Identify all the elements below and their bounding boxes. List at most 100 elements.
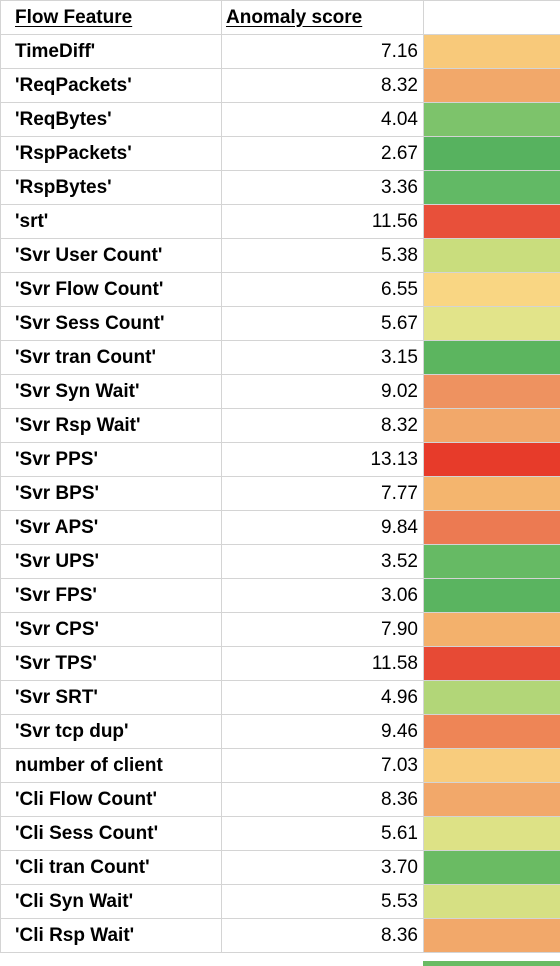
heatmap-color-cell[interactable] (423, 408, 560, 443)
anomaly-score-cell[interactable]: 7.03 (221, 748, 424, 783)
heatmap-color-cell[interactable] (423, 68, 560, 103)
flow-feature-cell[interactable]: 'Cli Syn Wait' (0, 884, 222, 919)
table-row: 'RspBytes' 3.36 (0, 170, 560, 205)
heatmap-color-cell[interactable] (423, 374, 560, 409)
anomaly-score-cell[interactable]: 11.58 (221, 646, 424, 681)
flow-feature-cell[interactable]: 'RspBytes' (0, 170, 222, 205)
heatmap-color-cell[interactable] (423, 238, 560, 273)
flow-feature-cell[interactable]: TimeDiff' (0, 34, 222, 69)
anomaly-score-cell[interactable]: 3.15 (221, 340, 424, 375)
flow-feature-cell[interactable]: number of client (0, 748, 222, 783)
anomaly-score-cell[interactable]: 3.36 (221, 170, 424, 205)
table-row: number of client 7.03 (0, 748, 560, 783)
anomaly-score-cell[interactable]: 5.53 (221, 884, 424, 919)
heatmap-color-cell[interactable] (423, 170, 560, 205)
anomaly-score-cell[interactable]: 4.96 (221, 680, 424, 715)
table-row: 'RspPackets' 2.67 (0, 136, 560, 171)
heatmap-color-cell[interactable] (423, 714, 560, 749)
heatmap-color-cell[interactable] (423, 782, 560, 817)
heatmap-color-cell[interactable] (423, 578, 560, 613)
anomaly-score-cell[interactable]: 3.06 (221, 578, 424, 613)
heatmap-color-cell[interactable] (423, 204, 560, 239)
heatmap-color-cell[interactable] (423, 442, 560, 477)
anomaly-score-cell[interactable]: 9.46 (221, 714, 424, 749)
anomaly-score-cell[interactable]: 9.84 (221, 510, 424, 545)
flow-feature-cell[interactable]: 'Svr tcp dup' (0, 714, 222, 749)
header-flow-feature[interactable]: Flow Feature (0, 0, 222, 35)
header-anomaly-score[interactable]: Anomaly score (221, 0, 424, 35)
flow-feature-cell[interactable]: 'Svr SRT' (0, 680, 222, 715)
anomaly-score-cell[interactable]: 7.90 (221, 612, 424, 647)
table-row: 'Cli Syn Wait' 5.53 (0, 884, 560, 919)
table-row: 'Svr User Count' 5.38 (0, 238, 560, 273)
heatmap-color-cell[interactable] (423, 102, 560, 137)
heatmap-color-cell[interactable] (423, 680, 560, 715)
flow-feature-cell[interactable]: 'ReqBytes' (0, 102, 222, 137)
flow-feature-cell[interactable]: 'Svr UPS' (0, 544, 222, 579)
heatmap-color-cell[interactable] (423, 884, 560, 919)
anomaly-score-cell[interactable]: 3.70 (221, 850, 424, 885)
flow-feature-cell[interactable]: 'Cli Rsp Wait' (0, 918, 222, 953)
flow-feature-cell[interactable]: 'Cli Flow Count' (0, 782, 222, 817)
anomaly-score-cell[interactable]: 6.55 (221, 272, 424, 307)
heatmap-color-cell[interactable] (423, 646, 560, 681)
table-row: 'Cli Rsp Wait' 8.36 (0, 918, 560, 953)
flow-feature-cell[interactable]: 'srt' (0, 204, 222, 239)
partial-row-color-strip (0, 961, 560, 966)
flow-feature-cell[interactable]: 'Svr User Count' (0, 238, 222, 273)
anomaly-score-cell[interactable]: 7.77 (221, 476, 424, 511)
heatmap-color-cell[interactable] (423, 272, 560, 307)
flow-feature-cell[interactable]: 'Svr BPS' (0, 476, 222, 511)
flow-feature-cell[interactable]: 'Svr Sess Count' (0, 306, 222, 341)
heatmap-color-cell[interactable] (423, 748, 560, 783)
anomaly-score-cell[interactable]: 3.52 (221, 544, 424, 579)
table-row: 'Cli tran Count' 3.70 (0, 850, 560, 885)
heatmap-color-cell[interactable] (423, 918, 560, 953)
anomaly-score-cell[interactable]: 5.38 (221, 238, 424, 273)
flow-feature-cell[interactable]: 'Svr CPS' (0, 612, 222, 647)
heatmap-color-cell[interactable] (423, 306, 560, 341)
anomaly-score-cell[interactable]: 8.32 (221, 68, 424, 103)
table-row: 'Svr tran Count' 3.15 (0, 340, 560, 375)
flow-feature-cell[interactable]: 'RspPackets' (0, 136, 222, 171)
heatmap-color-cell[interactable] (423, 476, 560, 511)
anomaly-score-cell[interactable]: 2.67 (221, 136, 424, 171)
table-row: 'Svr CPS' 7.90 (0, 612, 560, 647)
flow-feature-cell[interactable]: 'Svr tran Count' (0, 340, 222, 375)
heatmap-color-cell[interactable] (423, 850, 560, 885)
header-color-cell[interactable] (423, 0, 560, 35)
heatmap-color-cell[interactable] (423, 612, 560, 647)
anomaly-score-cell[interactable]: 9.02 (221, 374, 424, 409)
anomaly-score-cell[interactable]: 8.36 (221, 918, 424, 953)
anomaly-score-cell[interactable]: 13.13 (221, 442, 424, 477)
table-row: 'Svr FPS' 3.06 (0, 578, 560, 613)
flow-feature-cell[interactable]: 'Svr TPS' (0, 646, 222, 681)
flow-feature-cell[interactable]: 'Cli tran Count' (0, 850, 222, 885)
flow-feature-cell[interactable]: 'Svr Flow Count' (0, 272, 222, 307)
anomaly-score-cell[interactable]: 5.61 (221, 816, 424, 851)
flow-feature-cell[interactable]: 'Svr Syn Wait' (0, 374, 222, 409)
table-row: 'srt' 11.56 (0, 204, 560, 239)
flow-feature-cell[interactable]: 'Svr Rsp Wait' (0, 408, 222, 443)
heatmap-color-cell[interactable] (423, 34, 560, 69)
table-row: 'Cli Sess Count' 5.61 (0, 816, 560, 851)
anomaly-score-cell[interactable]: 8.36 (221, 782, 424, 817)
flow-feature-cell[interactable]: 'Svr APS' (0, 510, 222, 545)
flow-feature-cell[interactable]: 'Svr FPS' (0, 578, 222, 613)
flow-feature-cell[interactable]: 'ReqPackets' (0, 68, 222, 103)
heatmap-color-cell[interactable] (423, 544, 560, 579)
anomaly-score-cell[interactable]: 5.67 (221, 306, 424, 341)
table-row: 'Svr TPS' 11.58 (0, 646, 560, 681)
flow-feature-cell[interactable]: 'Cli Sess Count' (0, 816, 222, 851)
heatmap-color-cell[interactable] (423, 136, 560, 171)
heatmap-color-cell[interactable] (423, 510, 560, 545)
anomaly-score-cell[interactable]: 8.32 (221, 408, 424, 443)
heatmap-color-cell[interactable] (423, 816, 560, 851)
anomaly-score-cell[interactable]: 7.16 (221, 34, 424, 69)
anomaly-score-cell[interactable]: 4.04 (221, 102, 424, 137)
flow-feature-cell[interactable]: 'Svr PPS' (0, 442, 222, 477)
heatmap-color-cell[interactable] (423, 340, 560, 375)
anomaly-score-cell[interactable]: 11.56 (221, 204, 424, 239)
